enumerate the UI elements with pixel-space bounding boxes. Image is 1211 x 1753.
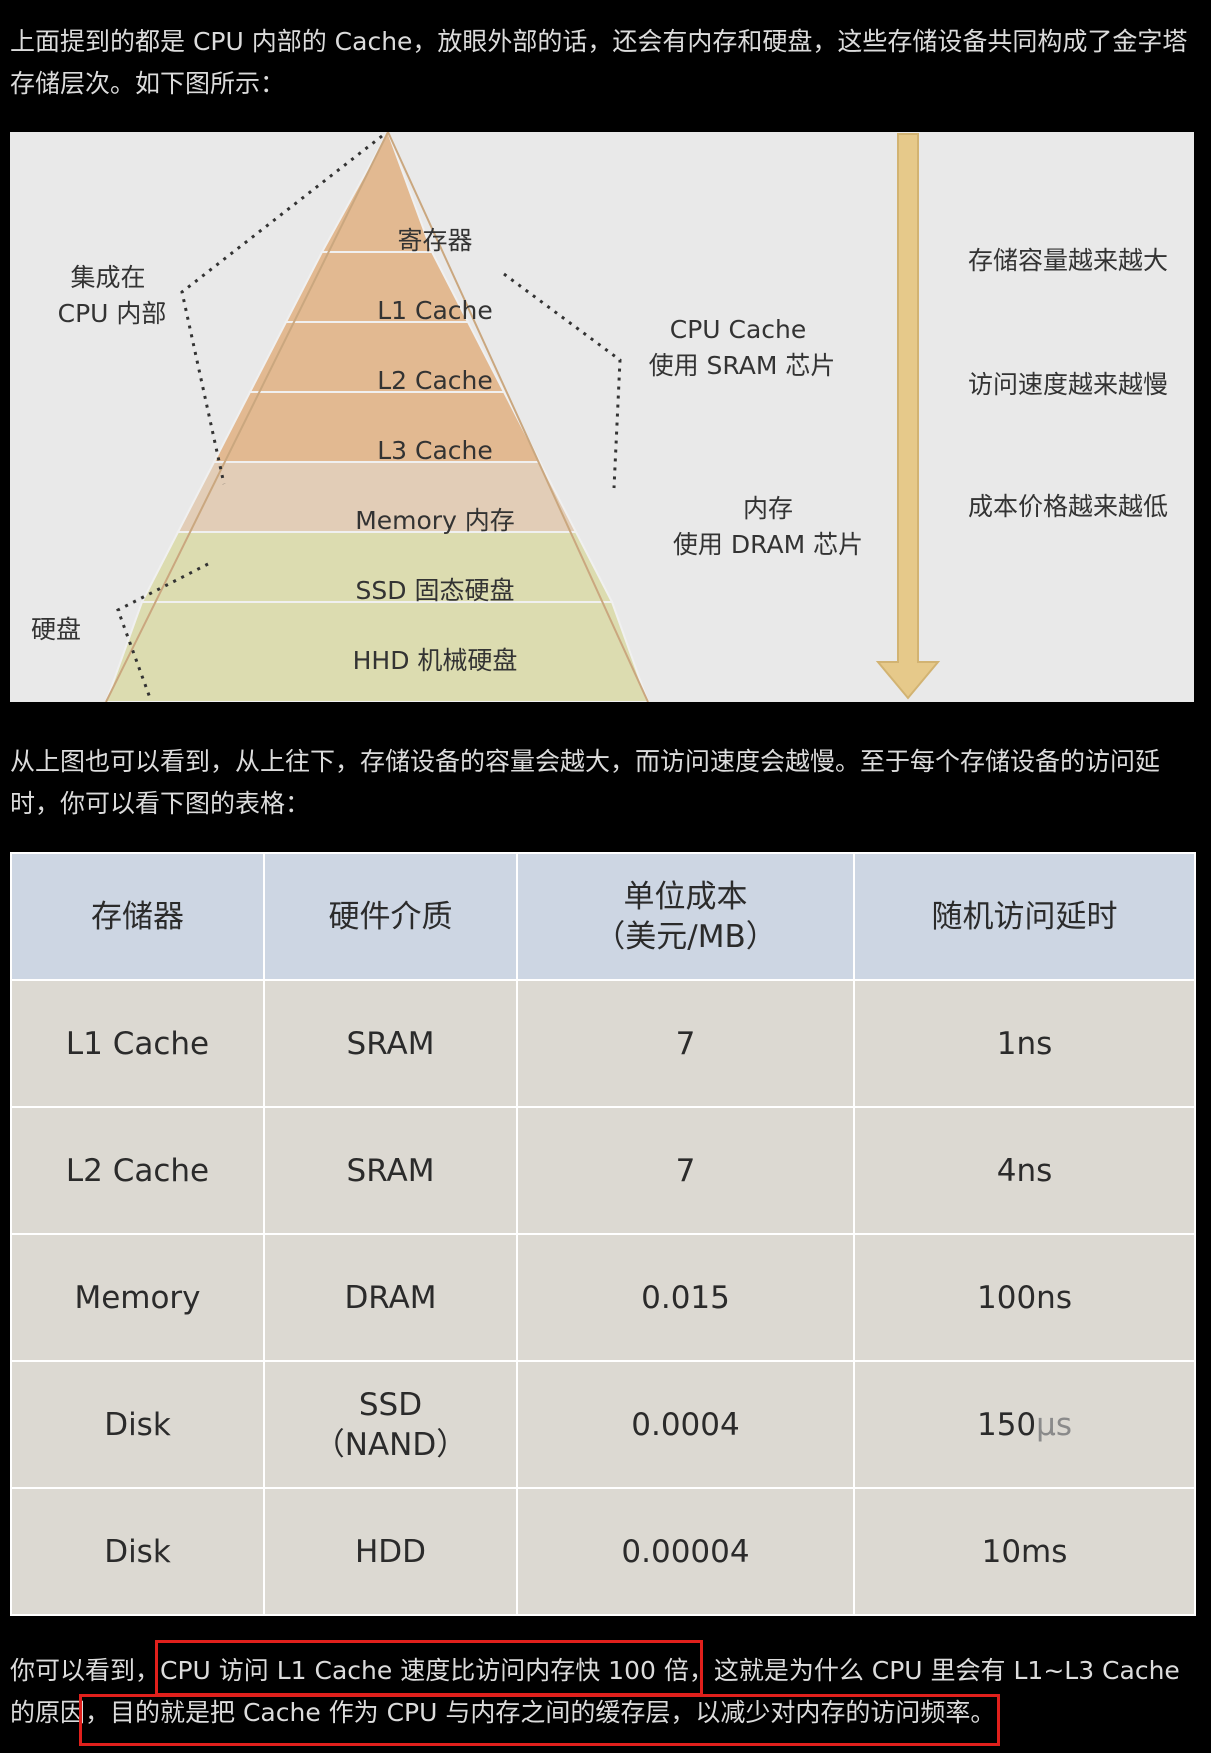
pyramid-svg: 寄存器 L1 Cache L2 Cache L3 Cache Memory 内存… bbox=[31, 132, 1168, 702]
cpu-label-line1: 集成在 bbox=[70, 263, 145, 292]
cell-cost: 0.015 bbox=[516, 1233, 855, 1362]
disk-label: 硬盘 bbox=[31, 615, 81, 644]
latency-table: 存储器 硬件介质 单位成本 （美元/MB） 随机访问延时 L1 Cache SR… bbox=[10, 852, 1196, 1616]
cache-label-line2: 使用 SRAM 芯片 bbox=[649, 351, 836, 380]
memory-label-line1: 内存 bbox=[743, 494, 793, 523]
cpu-bracket bbox=[180, 134, 383, 485]
pyramid-label: L1 Cache bbox=[377, 296, 493, 325]
header-latency: 随机访问延时 bbox=[853, 852, 1196, 981]
pyramid-label: L3 Cache bbox=[377, 436, 493, 465]
cell-latency: 1ns bbox=[853, 979, 1196, 1108]
cell-medium: SRAM bbox=[263, 979, 518, 1108]
cell-medium: SSD （NAND） bbox=[263, 1360, 518, 1489]
pyramid-level-hhd bbox=[104, 601, 650, 702]
pyramid-label: L2 Cache bbox=[377, 366, 493, 395]
cell-storage: Memory bbox=[10, 1233, 265, 1362]
cell-storage: L2 Cache bbox=[10, 1106, 265, 1235]
cell-storage: L1 Cache bbox=[10, 979, 265, 1108]
trend-label: 访问速度越来越慢 bbox=[968, 370, 1168, 399]
arrow-down-icon bbox=[875, 133, 941, 700]
header-cost: 单位成本 （美元/MB） bbox=[516, 852, 855, 981]
cell-latency: 100ns bbox=[853, 1233, 1196, 1362]
pyramid-label: Memory 内存 bbox=[355, 506, 515, 535]
trend-label: 成本价格越来越低 bbox=[968, 492, 1168, 521]
pyramid-label: 寄存器 bbox=[397, 226, 472, 255]
cell-latency: 4ns bbox=[853, 1106, 1196, 1235]
highlight-2: 目的就是把 Cache 作为 CPU 与内存之间的缓存层，以减少对内存的访问频率… bbox=[110, 1698, 996, 1727]
storage-pyramid-figure: 寄存器 L1 Cache L2 Cache L3 Cache Memory 内存… bbox=[10, 132, 1194, 702]
intro-paragraph: 上面提到的都是 CPU 内部的 Cache，放眼外部的话，还会有内存和硬盘，这些… bbox=[10, 27, 1188, 98]
disk-bracket bbox=[116, 562, 209, 699]
header-medium: 硬件介质 bbox=[263, 852, 518, 981]
middle-paragraph: 从上图也可以看到，从上往下，存储设备的容量会越大，而访问速度会越慢。至于每个存储… bbox=[10, 747, 1161, 818]
outro-paragraph: 你可以看到，CPU 访问 L1 Cache 速度比访问内存快 100 倍，这就是… bbox=[10, 1656, 1180, 1727]
header-storage: 存储器 bbox=[10, 852, 265, 981]
cell-storage: Disk bbox=[10, 1487, 265, 1616]
cell-cost: 7 bbox=[516, 979, 855, 1108]
latency-table-container: 存储器 硬件介质 单位成本 （美元/MB） 随机访问延时 L1 Cache SR… bbox=[10, 852, 1196, 1616]
cache-label-line1: CPU Cache bbox=[670, 315, 807, 344]
table-row: Memory DRAM 0.015 100ns bbox=[10, 1233, 1196, 1362]
trend-label: 存储容量越来越大 bbox=[968, 246, 1168, 275]
table-row: L2 Cache SRAM 7 4ns bbox=[10, 1106, 1196, 1235]
table-row: Disk HDD 0.00004 10ms bbox=[10, 1487, 1196, 1616]
cell-medium: SRAM bbox=[263, 1106, 518, 1235]
cpu-label-line2: CPU 内部 bbox=[58, 299, 167, 328]
pyramid-label: SSD 固态硬盘 bbox=[356, 576, 515, 605]
cache-bracket bbox=[503, 272, 622, 489]
memory-label-line2: 使用 DRAM 芯片 bbox=[673, 530, 863, 559]
cell-latency: 10ms bbox=[853, 1487, 1196, 1616]
table-row: Disk SSD （NAND） 0.0004 150μs bbox=[10, 1360, 1196, 1489]
cell-cost: 0.00004 bbox=[516, 1487, 855, 1616]
cell-cost: 0.0004 bbox=[516, 1360, 855, 1489]
highlight-1: CPU 访问 L1 Cache 速度比访问内存快 100 倍， bbox=[160, 1656, 714, 1685]
cell-latency: 150μs bbox=[853, 1360, 1196, 1489]
table-row: L1 Cache SRAM 7 1ns bbox=[10, 979, 1196, 1108]
cell-cost: 7 bbox=[516, 1106, 855, 1235]
cell-storage: Disk bbox=[10, 1360, 265, 1489]
pyramid-label: HHD 机械硬盘 bbox=[353, 646, 518, 675]
cell-medium: HDD bbox=[263, 1487, 518, 1616]
table-header-row: 存储器 硬件介质 单位成本 （美元/MB） 随机访问延时 bbox=[10, 852, 1196, 981]
cell-medium: DRAM bbox=[263, 1233, 518, 1362]
